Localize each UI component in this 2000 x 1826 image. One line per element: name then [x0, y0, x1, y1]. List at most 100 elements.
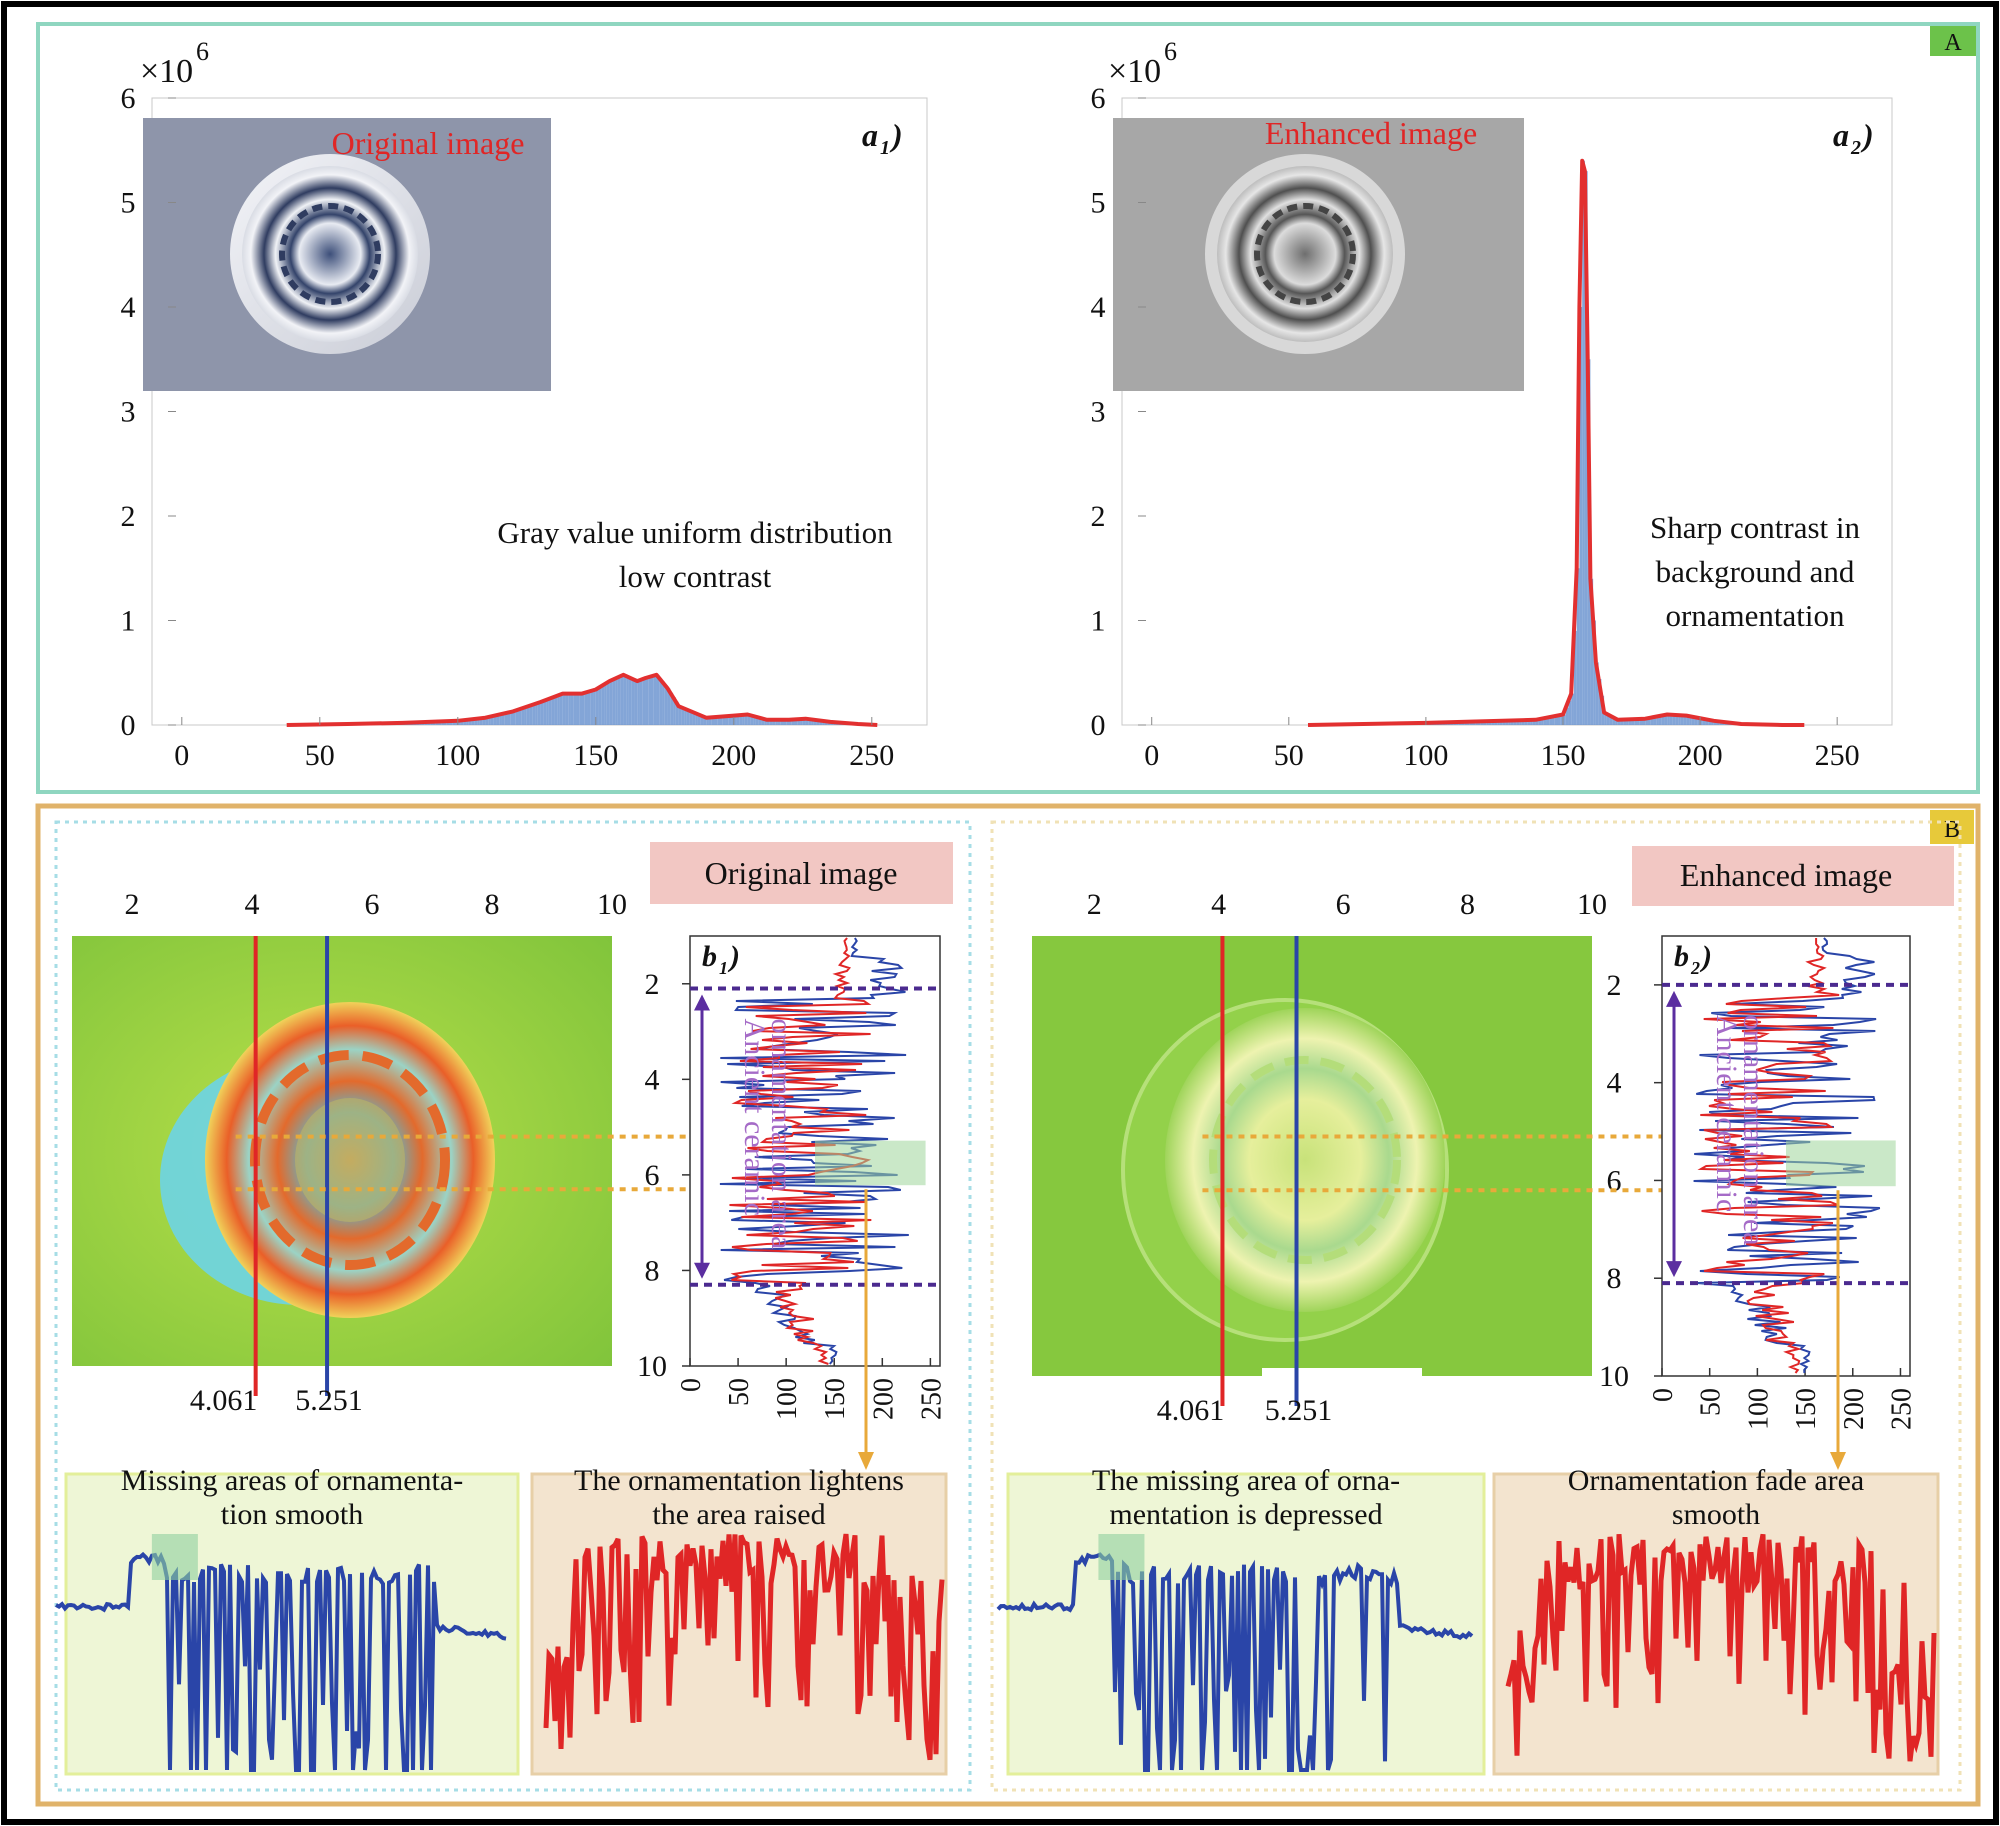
histogram-bar	[1686, 715, 1690, 725]
x-tick-label: 150	[573, 739, 618, 772]
histogram-bar	[1593, 620, 1596, 725]
histogram-bar	[797, 719, 801, 725]
chart-a1-panel-tag: a 1 )	[862, 117, 903, 159]
histogram-bar	[562, 693, 566, 725]
histogram-bar	[1626, 719, 1629, 725]
histogram-bar	[1656, 716, 1659, 725]
blue-zoom-trace	[55, 1551, 507, 1772]
histogram-bar	[1669, 714, 1673, 725]
histogram-bar	[532, 704, 536, 725]
chart-b1-map-center	[295, 1098, 405, 1222]
chart-a1-plate-ring	[279, 203, 381, 305]
histogram-bar	[606, 682, 610, 725]
histogram-bar	[819, 720, 823, 725]
region-vertical-text-line1: Ancient ceramic	[1710, 1015, 1743, 1212]
histogram-bar	[496, 715, 500, 725]
chart-a2-inset-title: Enhanced image	[1265, 115, 1477, 151]
map-x-tick-label: 6	[365, 888, 380, 921]
chart-a2-tag-letter: a	[1833, 117, 1849, 153]
histogram-bar	[744, 714, 748, 725]
blue-zoom-title-line1: The missing area of orna-	[1092, 1464, 1400, 1497]
histogram-bar	[1560, 715, 1563, 725]
map-y-tick-label: 4	[1607, 1067, 1622, 1100]
histogram-bar	[521, 708, 525, 725]
region-arrow-head-up	[1666, 990, 1682, 1007]
y-tick-label: 4	[121, 291, 136, 324]
profile-x-tick-label: 100	[1743, 1388, 1774, 1430]
histogram-bar	[1697, 717, 1701, 725]
panel-a-label: A	[1944, 30, 1962, 56]
region-vertical-text-line2: ornamentation area	[765, 1019, 798, 1250]
histogram-bar	[1549, 717, 1553, 725]
chart-a1-plate-pattern	[242, 166, 418, 342]
histogram-bar	[540, 702, 544, 725]
histogram-bar	[457, 720, 461, 725]
histogram-bar	[609, 681, 613, 725]
y-tick-label: 1	[121, 605, 136, 638]
histogram-bar	[1617, 719, 1621, 725]
histogram-bar	[490, 716, 494, 725]
histogram-bar	[460, 720, 464, 725]
fitted-curve-line	[286, 672, 878, 727]
map-x-tick-label: 10	[597, 888, 627, 921]
histogram-bar	[681, 707, 685, 725]
histogram-bar	[664, 685, 668, 725]
histogram-bar	[631, 678, 635, 725]
histogram-bar	[656, 674, 660, 725]
histogram-bar	[604, 684, 607, 725]
histogram-bar	[1579, 307, 1583, 725]
histogram-bar	[1604, 712, 1607, 725]
red-profile-line	[729, 937, 872, 1365]
chart-a2-inset-image: Enhanced image	[1113, 115, 1524, 391]
histogram-bar	[1513, 720, 1517, 725]
chart-a1-exponent-power: 6	[196, 37, 209, 66]
x-tick-label: 200	[711, 739, 756, 772]
blue-line-value: 5.251	[1265, 1394, 1333, 1427]
chart-a2-exponent: ×10 6	[1108, 37, 1177, 90]
region-arrow-head-down	[1666, 1261, 1682, 1278]
chart-a2-x-ticks: 0 50 100 150 200 250	[1144, 717, 1860, 772]
y-tick-label: 5	[1091, 187, 1106, 220]
histogram-bar	[786, 719, 789, 725]
histogram-bar	[1647, 718, 1651, 725]
y-tick-label: 3	[1091, 396, 1106, 429]
blue-zoom-title-line2: mentation is depressed	[1109, 1498, 1382, 1531]
map-y-tick-label: 8	[645, 1254, 660, 1287]
histogram-bar	[697, 714, 701, 725]
map-y-tick-label: 4	[645, 1063, 660, 1096]
histogram-bar	[1708, 719, 1712, 725]
histogram-bar	[700, 715, 704, 725]
histogram-bar	[628, 677, 632, 725]
histogram-bar	[639, 680, 643, 725]
blue-zoom-trace	[996, 1552, 1474, 1772]
histogram-bar	[772, 719, 776, 725]
chart-b1-color-map	[72, 936, 612, 1366]
chart-a2-tag-paren: )	[1860, 117, 1874, 153]
histogram-bar	[1499, 720, 1503, 725]
histogram-bar	[739, 715, 743, 725]
chart-b2-map-gap	[1262, 1368, 1422, 1380]
histogram-bar	[1612, 716, 1616, 725]
histogram-bar	[678, 706, 682, 725]
map-y-tick-label: 6	[1607, 1164, 1622, 1197]
histogram-bar	[623, 674, 627, 725]
chart-a1-exponent: ×10 6	[140, 37, 209, 90]
y-tick-label: 3	[121, 396, 136, 429]
chart-a2-panel-tag: a 2 )	[1833, 117, 1874, 159]
histogram-bar	[1532, 719, 1536, 725]
histogram-bar	[1535, 719, 1539, 725]
histogram-bar	[452, 721, 456, 725]
histogram-bar	[673, 697, 676, 725]
histogram-bar	[535, 703, 538, 725]
histogram-bar	[1689, 716, 1692, 725]
histogram-bar	[1628, 719, 1632, 725]
chart-a1-inset-title: Original image	[332, 125, 525, 161]
histogram-bar	[615, 678, 618, 725]
chart-b2-color-map	[1032, 936, 1592, 1380]
map-x-tick-label: 2	[125, 888, 140, 921]
histogram-bar	[1538, 719, 1542, 725]
profile-tag-sub: 2	[1690, 958, 1700, 978]
y-tick-label: 5	[121, 187, 136, 220]
histogram-bar	[769, 719, 773, 725]
